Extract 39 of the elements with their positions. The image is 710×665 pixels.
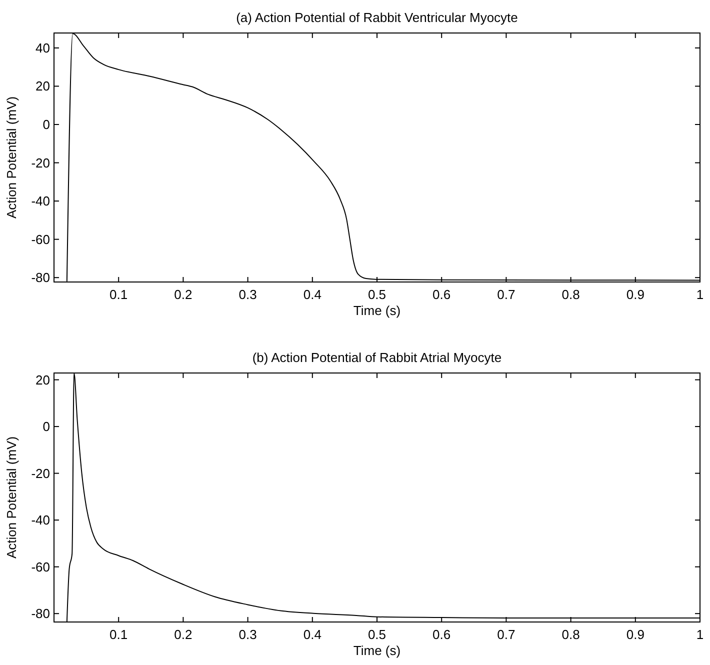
y-axis-title: Action Potential (mV) [4,436,19,559]
x-tick-label: 0.1 [110,627,128,642]
y-tick-label: -80 [31,606,50,622]
x-tick-label: 0.1 [110,287,128,302]
y-tick-label: -60 [31,232,50,247]
y-axis-title: Action Potential (mV) [4,96,19,219]
y-tick-label: 20 [36,372,50,388]
x-tick-label: 1 [696,287,704,302]
x-tick-label: 0.5 [368,627,386,642]
x-tick-label: 0.2 [174,627,192,642]
x-tick-label: 0.8 [562,287,580,302]
chart-title: (b) Action Potential of Rabbit Atrial Myocyte [252,350,502,365]
y-tick-label: 20 [36,78,50,94]
y-tick-label: -20 [31,155,50,170]
x-tick-label: 0.6 [432,627,451,642]
x-axis-title: Time (s) [353,643,401,658]
x-axis-title: Time (s) [353,303,401,318]
x-tick-label: 0.9 [626,287,644,302]
y-tick-label: -40 [31,194,50,209]
x-tick-label: 0.4 [303,627,322,642]
x-tick-label: 0.7 [497,287,516,302]
x-tick-label: 1 [696,627,704,642]
x-tick-label: 0.4 [303,287,322,302]
chart-title: (a) Action Potential of Rabbit Ventricular Myocyte [236,10,518,25]
x-tick-label: 0.3 [238,627,257,642]
y-tick-label: -40 [31,512,50,528]
y-tick-label: -80 [31,270,50,286]
x-tick-label: 0.2 [174,287,192,302]
x-tick-label: 0.6 [432,287,451,302]
x-tick-label: 0.8 [562,627,580,642]
y-tick-label: 40 [36,40,50,56]
y-tick-label: -60 [31,559,50,574]
y-tick-label: 0 [42,116,50,132]
x-tick-label: 0.3 [238,287,257,302]
x-tick-label: 0.7 [497,627,516,642]
x-tick-label: 0.5 [368,287,386,302]
y-tick-label: 0 [42,419,50,434]
y-tick-label: -20 [31,466,50,481]
x-tick-label: 0.9 [626,627,644,642]
